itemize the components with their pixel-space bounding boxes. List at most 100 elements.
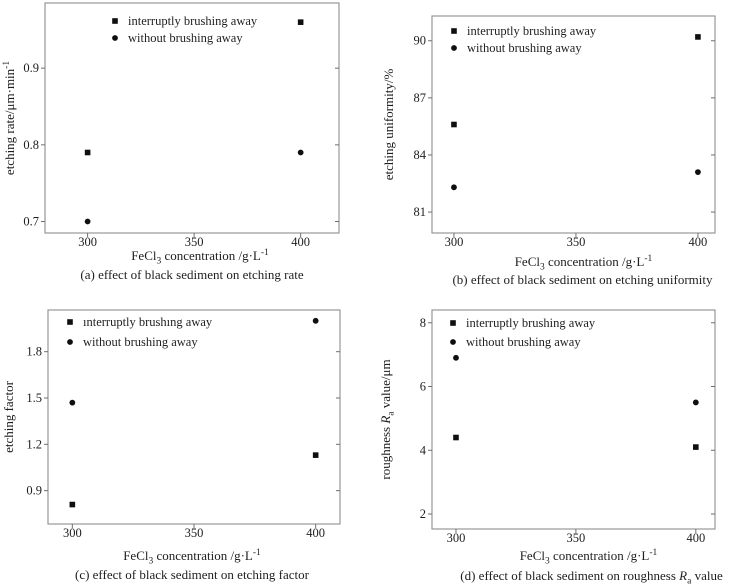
y-axis-ticks: 2 4 6 8 — [420, 316, 715, 521]
legend-item-square: interruptly brushing away — [112, 14, 258, 28]
x-axis-ticks: 300 350 400 — [78, 233, 310, 249]
circle-marker — [450, 339, 456, 345]
legend-label: interruptly brushing away — [128, 14, 258, 28]
chart-canvas-a: 300 350 400 0.7 0.8 0.9 etching rate/μm·min-1 F… — [2, 2, 340, 282]
y-tick-label: 81 — [414, 205, 427, 219]
legend: interruptly brushing away without brushin… — [112, 14, 258, 45]
x-tick-label: 300 — [63, 526, 82, 540]
legend-item-circle: without brushing away — [112, 31, 243, 45]
x-axis-label: FeCl3 concentration /g·L-1 — [515, 254, 653, 273]
y-tick-label: 0.9 — [23, 61, 39, 75]
data-point-circle — [692, 399, 699, 406]
legend-item-circle: without brushing away — [451, 41, 582, 55]
y-tick-label: 6 — [420, 380, 426, 394]
chart-canvas-d: 300 350 400 2 4 6 8 roughness Ra value/μm FeCl3 … — [378, 309, 723, 587]
data-point-square — [451, 121, 457, 128]
legend-label: without brushing away — [466, 335, 581, 349]
data-point-square — [453, 434, 459, 441]
y-axis-ticks: 81 84 87 90 — [414, 34, 715, 219]
legend-label: interruptly brushing away — [467, 24, 597, 38]
square-marker — [67, 319, 73, 325]
x-axis-label: FeCl3 concentration /g·L-1 — [131, 248, 269, 267]
circle-marker — [451, 45, 457, 51]
x-axis-ticks: 300 350 400 — [63, 524, 325, 540]
data-point-circle — [69, 399, 76, 406]
data-point-circle — [84, 218, 91, 225]
chart-canvas-c: 300 350 400 0.9 1.2 1.5 1.8 etching factor FeCl3… — [1, 309, 341, 582]
caption-d: (d) effect of black sediment on roughnes… — [460, 568, 723, 587]
data-points — [84, 19, 304, 225]
legend-item-square: interruptly brushing away — [450, 316, 596, 330]
plot-frame — [44, 2, 340, 234]
data-point-square — [312, 452, 319, 458]
data-point-circle — [312, 317, 319, 324]
legend: interruptly brushing away without brushin… — [450, 316, 596, 349]
chart-canvas-b: 300 350 400 81 84 87 90 etching uniformity/% FeC… — [381, 15, 716, 287]
caption-c: (c) effect of black sediment on etching … — [75, 567, 310, 582]
x-tick-label: 350 — [567, 235, 586, 249]
y-axis-label: etching factor — [1, 380, 16, 452]
data-points — [69, 317, 319, 508]
x-tick-label: 300 — [445, 235, 464, 249]
x-tick-label: 400 — [291, 235, 310, 249]
y-axis-ticks: 0.7 0.8 0.9 — [23, 61, 339, 229]
data-point-square — [69, 501, 76, 508]
y-tick-label: 0.7 — [23, 215, 39, 229]
y-axis-label: etching uniformity/% — [381, 69, 396, 181]
y-tick-label: 1.2 — [26, 437, 42, 451]
x-tick-label: 300 — [447, 531, 466, 545]
x-tick-label: 350 — [185, 526, 204, 540]
data-point-circle — [297, 149, 304, 156]
circle-marker — [112, 35, 118, 41]
legend-label: interruptly brushing away — [466, 316, 596, 330]
x-tick-label: 350 — [185, 235, 204, 249]
y-tick-label: 0.9 — [26, 484, 42, 498]
legend-item-square: interruptly brushing away — [451, 24, 597, 38]
subplot-d-roughness: 300 350 400 2 4 6 8 roughness Ra value/μm FeCl3 … — [370, 290, 749, 588]
x-tick-label: 300 — [78, 235, 97, 249]
square-marker — [450, 320, 456, 326]
y-tick-label: 2 — [420, 507, 426, 521]
caption-a: (a) effect of black sediment on etching … — [80, 267, 303, 282]
legend-item-square: ınterruptly brushıng away — [67, 315, 213, 329]
x-axis-label: FeCl3 concentration /g·L-1 — [520, 548, 658, 567]
data-point-square — [84, 149, 91, 156]
circle-marker — [67, 339, 73, 345]
data-points — [451, 34, 701, 191]
y-axis-label: etching rate/μm·min-1 — [2, 61, 17, 175]
plot-frame — [431, 15, 716, 234]
legend-label: without brushing away — [83, 335, 198, 349]
subplot-c-etching-factor: 300 350 400 0.9 1.2 1.5 1.8 etching factor FeCl3… — [0, 290, 370, 588]
legend-label: without brushing away — [128, 31, 243, 45]
legend: interruptly brushing away without brushin… — [451, 24, 597, 55]
x-tick-label: 400 — [686, 531, 705, 545]
y-tick-label: 84 — [414, 148, 427, 162]
x-tick-label: 350 — [567, 531, 586, 545]
data-point-circle — [695, 169, 701, 175]
data-point-square — [297, 19, 304, 25]
data-point-circle — [453, 354, 459, 361]
legend: ınterruptly brushıng away without brushin… — [67, 315, 213, 349]
data-point-square — [693, 444, 699, 450]
y-tick-label: 8 — [420, 316, 426, 330]
square-marker — [451, 28, 457, 34]
caption-b: (b) effect of black sediment on etching … — [452, 272, 713, 287]
y-axis-ticks: 0.9 1.2 1.5 1.8 — [26, 345, 340, 498]
y-tick-label: 0.8 — [23, 138, 39, 152]
x-tick-label: 400 — [689, 235, 708, 249]
y-axis-label: roughness Ra value/μm — [378, 359, 397, 479]
legend-item-circle: without brushing away — [450, 335, 581, 349]
y-tick-label: 87 — [414, 91, 427, 105]
y-tick-label: 90 — [414, 34, 427, 48]
y-tick-label: 1.5 — [26, 391, 42, 405]
square-marker — [112, 18, 118, 24]
data-point-circle — [451, 184, 457, 191]
legend-label: without brushing away — [467, 41, 582, 55]
y-tick-label: 4 — [420, 443, 427, 457]
subplot-b-etching-uniformity: 300 350 400 81 84 87 90 etching uniformity/% FeC… — [370, 0, 749, 290]
y-tick-label: 1.8 — [26, 345, 42, 359]
legend-item-circle: without brushing away — [67, 335, 198, 349]
x-tick-label: 400 — [306, 526, 325, 540]
x-axis-label: FeCl3 concentration /g·L-1 — [123, 548, 261, 567]
